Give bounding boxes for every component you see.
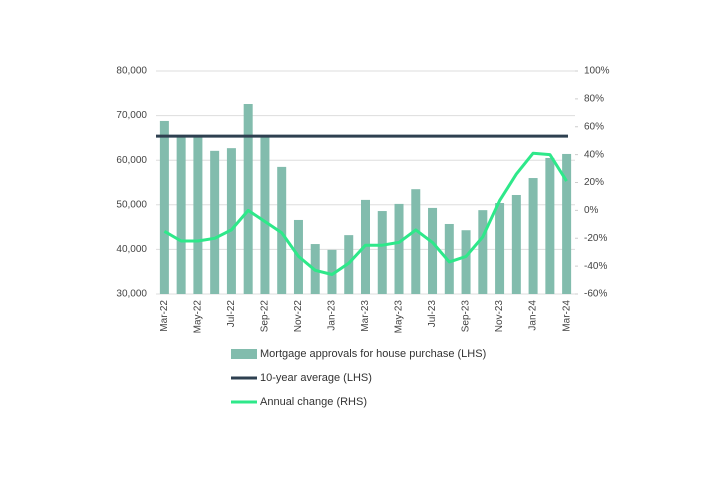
x-tick-label: Jan-23 bbox=[327, 300, 338, 331]
bar bbox=[226, 148, 236, 294]
bar bbox=[277, 166, 287, 294]
y-tick-label: 40,000 bbox=[116, 244, 147, 255]
y-tick-label: 60,000 bbox=[116, 155, 147, 166]
x-tick-label: Nov-23 bbox=[494, 300, 505, 333]
y2-tick-label: -20% bbox=[584, 233, 607, 244]
change-line bbox=[163, 151, 568, 276]
bar bbox=[478, 210, 488, 294]
bar bbox=[444, 223, 454, 294]
bar bbox=[545, 157, 555, 294]
bar bbox=[260, 137, 270, 294]
x-tick-label: Mar-22 bbox=[159, 300, 170, 332]
legend-label: 10-year average (LHS) bbox=[260, 372, 372, 384]
legend-label: Mortgage approvals for house purchase (L… bbox=[260, 348, 486, 360]
x-tick-label: Nov-22 bbox=[293, 300, 304, 333]
legend-swatch bbox=[231, 349, 257, 359]
y2-tick-label: -60% bbox=[584, 289, 607, 300]
y2-tick-label: -40% bbox=[584, 261, 607, 272]
x-tick-label: Jan-24 bbox=[528, 300, 539, 331]
x-tick-label: Mar-24 bbox=[561, 300, 572, 332]
bar bbox=[394, 203, 404, 294]
bar bbox=[511, 194, 521, 294]
bar bbox=[428, 207, 438, 294]
x-tick-label: Jul-22 bbox=[226, 300, 237, 328]
y-tick-label: 70,000 bbox=[116, 110, 147, 121]
y-tick-label: 50,000 bbox=[116, 199, 147, 210]
bar bbox=[193, 136, 203, 294]
bar bbox=[562, 153, 572, 294]
y2-tick-label: 100% bbox=[584, 66, 610, 77]
x-tick-label: May-22 bbox=[193, 300, 204, 334]
y2-tick-label: 40% bbox=[584, 149, 604, 160]
bar bbox=[210, 150, 220, 294]
bar bbox=[461, 230, 471, 294]
bar bbox=[495, 203, 505, 294]
y-tick-label: 80,000 bbox=[116, 66, 147, 77]
y2-tick-label: 20% bbox=[584, 177, 604, 188]
bar bbox=[411, 189, 421, 294]
bar bbox=[327, 249, 337, 294]
bar bbox=[159, 120, 169, 295]
x-tick-label: Jul-23 bbox=[427, 300, 438, 328]
x-tick-label: Sep-23 bbox=[461, 300, 472, 333]
legend-label: Annual change (RHS) bbox=[260, 396, 367, 408]
y2-tick-label: 0% bbox=[584, 205, 599, 216]
bar bbox=[528, 178, 538, 294]
y-tick-label: 30,000 bbox=[116, 289, 147, 300]
bar bbox=[377, 211, 387, 294]
bar bbox=[176, 137, 186, 294]
y2-tick-label: 60% bbox=[584, 121, 604, 132]
y2-tick-label: 80% bbox=[584, 94, 604, 105]
x-tick-label: Mar-23 bbox=[360, 300, 371, 332]
bar bbox=[243, 104, 253, 294]
x-tick-label: May-23 bbox=[394, 300, 405, 334]
x-tick-label: Sep-22 bbox=[260, 300, 271, 333]
